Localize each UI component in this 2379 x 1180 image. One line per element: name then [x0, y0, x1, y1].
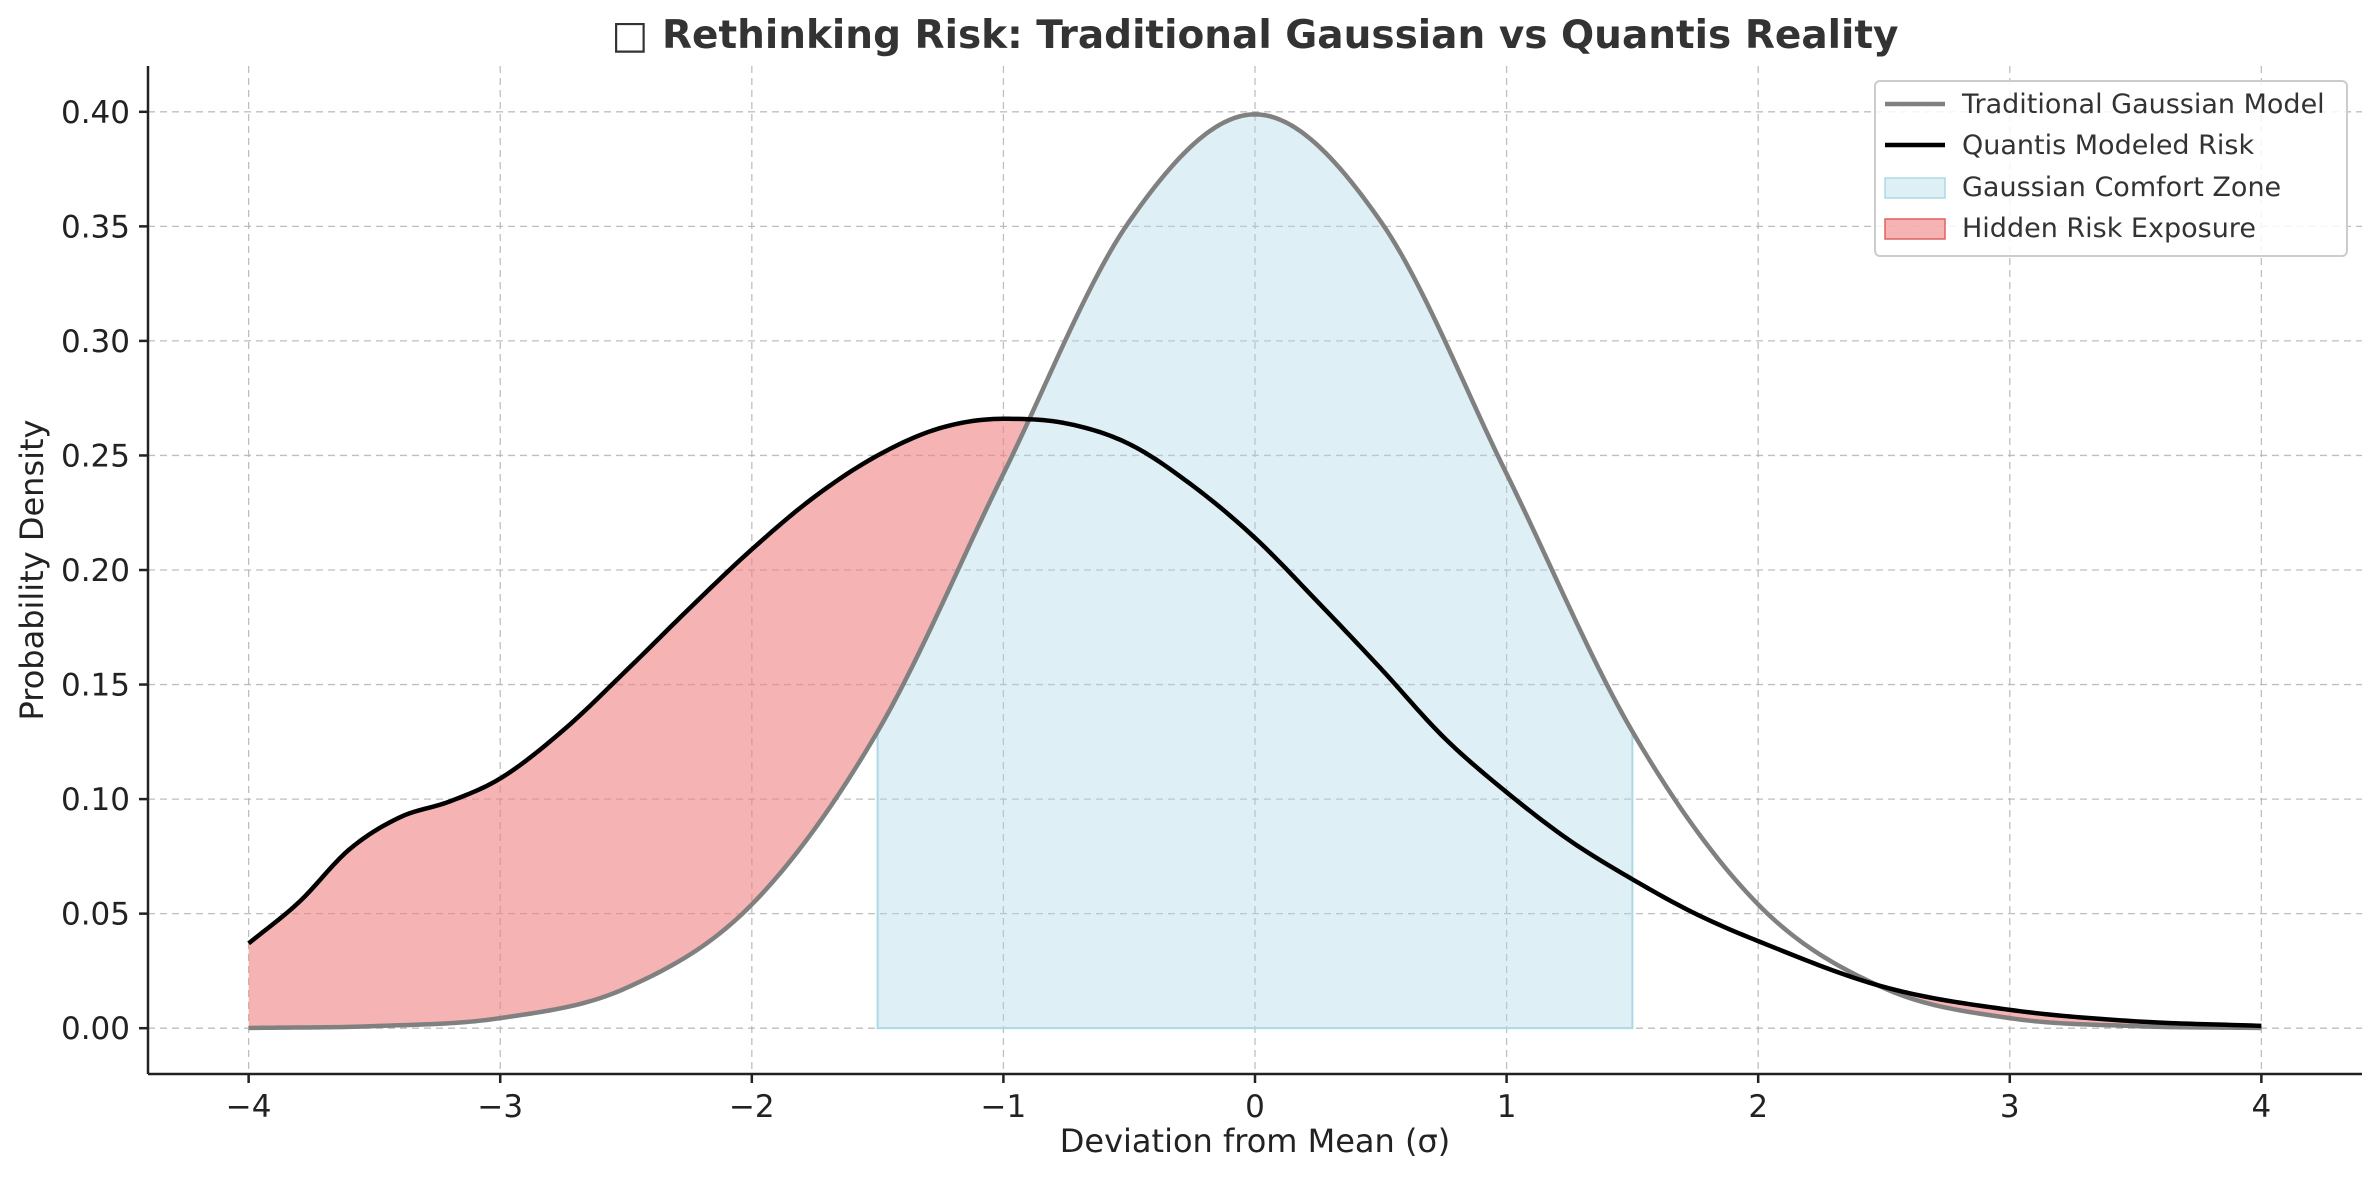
y-axis-label: Probability Density: [13, 420, 51, 721]
comfort-zone-fill: [876, 113, 1634, 1030]
y-tick-label: 0.30: [61, 324, 130, 360]
y-tick-label: 0.25: [61, 438, 130, 474]
x-tick-label: −4: [226, 1089, 272, 1125]
y-tick-label: 0.05: [61, 897, 130, 933]
legend-label-quantis-risk: Quantis Modeled Risk: [1962, 130, 2254, 161]
x-axis-label: Deviation from Mean (σ): [1060, 1122, 1450, 1160]
x-tick-label: 1: [1497, 1089, 1517, 1125]
legend-swatch-comfort-zone: [1884, 177, 1946, 199]
y-tick-label: 0.10: [61, 782, 130, 818]
x-tick-label: 2: [1748, 1089, 1768, 1125]
tick-layer: −4 −3 −2 −1 0 1 2 3 4 0.00 0.05 0.10 0.15 0.20 0.25 0.3…: [61, 95, 2271, 1125]
x-tick-label: 4: [2251, 1089, 2271, 1125]
legend: Traditional Gaussian Model Quantis Model…: [1874, 80, 2348, 257]
y-tick-label: 0.40: [61, 95, 130, 131]
legend-swatch-hidden-risk: [1884, 218, 1946, 240]
hidden-risk-fill: [1878, 985, 2262, 1028]
legend-label-traditional-gaussian: Traditional Gaussian Model: [1961, 89, 2325, 120]
y-tick-label: 0.15: [61, 668, 130, 704]
traditional-gaussian-line: [248, 112, 2262, 1031]
line-layer: [247, 112, 2262, 1031]
y-tick-label: 0.00: [61, 1011, 130, 1047]
y-tick-label: 0.35: [61, 209, 130, 245]
quantis-risk-line: [247, 416, 2262, 1029]
x-tick-label: −3: [477, 1089, 523, 1125]
y-tick-label: 0.20: [61, 553, 130, 589]
legend-frame: [1874, 80, 2348, 257]
x-tick-label: −2: [729, 1089, 775, 1125]
legend-label-comfort-zone: Gaussian Comfort Zone: [1962, 172, 2281, 203]
hidden-risk-fill: [248, 418, 1029, 1028]
chart-title: □ Rethinking Risk: Traditional Gaussian …: [612, 13, 1899, 58]
x-tick-label: 3: [2000, 1089, 2020, 1125]
x-tick-label: −1: [981, 1089, 1027, 1125]
legend-label-hidden-risk: Hidden Risk Exposure: [1962, 213, 2256, 244]
x-tick-label: 0: [1245, 1089, 1265, 1125]
